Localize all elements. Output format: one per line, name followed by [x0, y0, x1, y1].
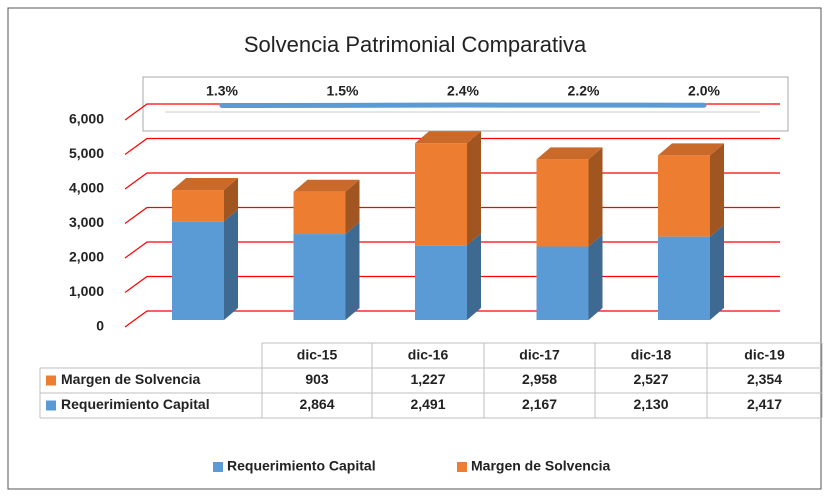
data-label: 2,130	[633, 396, 668, 412]
legend-key	[457, 462, 467, 472]
data-label: 2,417	[747, 396, 782, 412]
x-tick-label: dic-17	[519, 347, 560, 363]
bar	[293, 234, 346, 320]
legend-label: Requerimiento Capital	[227, 458, 376, 474]
data-label: 2.2%	[568, 83, 600, 99]
x-tick-label: dic-19	[744, 347, 785, 363]
bar-side	[467, 233, 481, 320]
bar	[415, 143, 467, 246]
data-label: 903	[305, 371, 329, 387]
x-tick-label: dic-16	[408, 347, 449, 363]
table-row-label: Margen de Solvencia	[61, 371, 200, 387]
data-label: 2,958	[522, 371, 557, 387]
chart-title: Solvencia Patrimonial Comparativa	[244, 32, 587, 57]
data-label: 2,864	[299, 396, 334, 412]
x-tick-label: dic-15	[297, 347, 338, 363]
data-label: 2,354	[747, 371, 782, 387]
data-label: 2.4%	[447, 83, 479, 99]
bar	[536, 159, 589, 247]
bar	[658, 236, 710, 320]
y-tick-label: 0	[96, 318, 104, 334]
bar-top	[172, 178, 238, 191]
bar-side	[710, 224, 724, 320]
bar-side	[588, 147, 603, 247]
table-legend-key	[46, 400, 56, 411]
data-label: 1,227	[410, 371, 445, 387]
bar-top	[536, 147, 603, 160]
data-label: 1.3%	[206, 83, 238, 99]
x-tick-label: dic-18	[631, 347, 672, 363]
y-tick-label: 5,000	[69, 145, 104, 161]
bar	[293, 191, 346, 235]
bar-top	[293, 179, 360, 192]
bar	[172, 190, 224, 222]
bar-top	[415, 131, 481, 144]
legend-key	[213, 462, 223, 472]
bar-side	[345, 222, 360, 320]
data-label: 2.0%	[688, 83, 720, 99]
table-legend-key	[46, 375, 56, 386]
y-tick-label: 4,000	[69, 180, 104, 196]
data-label: 2,491	[410, 396, 445, 412]
data-label: 2,167	[522, 396, 557, 412]
y-tick-label: 1,000	[69, 283, 104, 299]
bar	[536, 246, 589, 320]
bar	[415, 245, 467, 320]
grid-line	[124, 137, 780, 155]
bar-side	[224, 178, 238, 222]
data-label: 2,527	[633, 371, 668, 387]
bar-side	[710, 143, 724, 237]
y-tick-label: 3,000	[69, 214, 104, 230]
bar	[172, 221, 224, 320]
bar-side	[467, 131, 481, 246]
data-label: 1.5%	[327, 83, 359, 99]
bar	[658, 155, 710, 237]
y-tick-label: 6,000	[69, 111, 104, 127]
bar-side	[588, 234, 603, 320]
bar-side	[224, 209, 238, 320]
bar-side	[345, 179, 360, 235]
table-row-label: Requerimiento Capital	[61, 396, 210, 412]
y-tick-label: 2,000	[69, 249, 104, 265]
legend-label: Margen de Solvencia	[471, 458, 610, 474]
bar-top	[658, 143, 724, 156]
